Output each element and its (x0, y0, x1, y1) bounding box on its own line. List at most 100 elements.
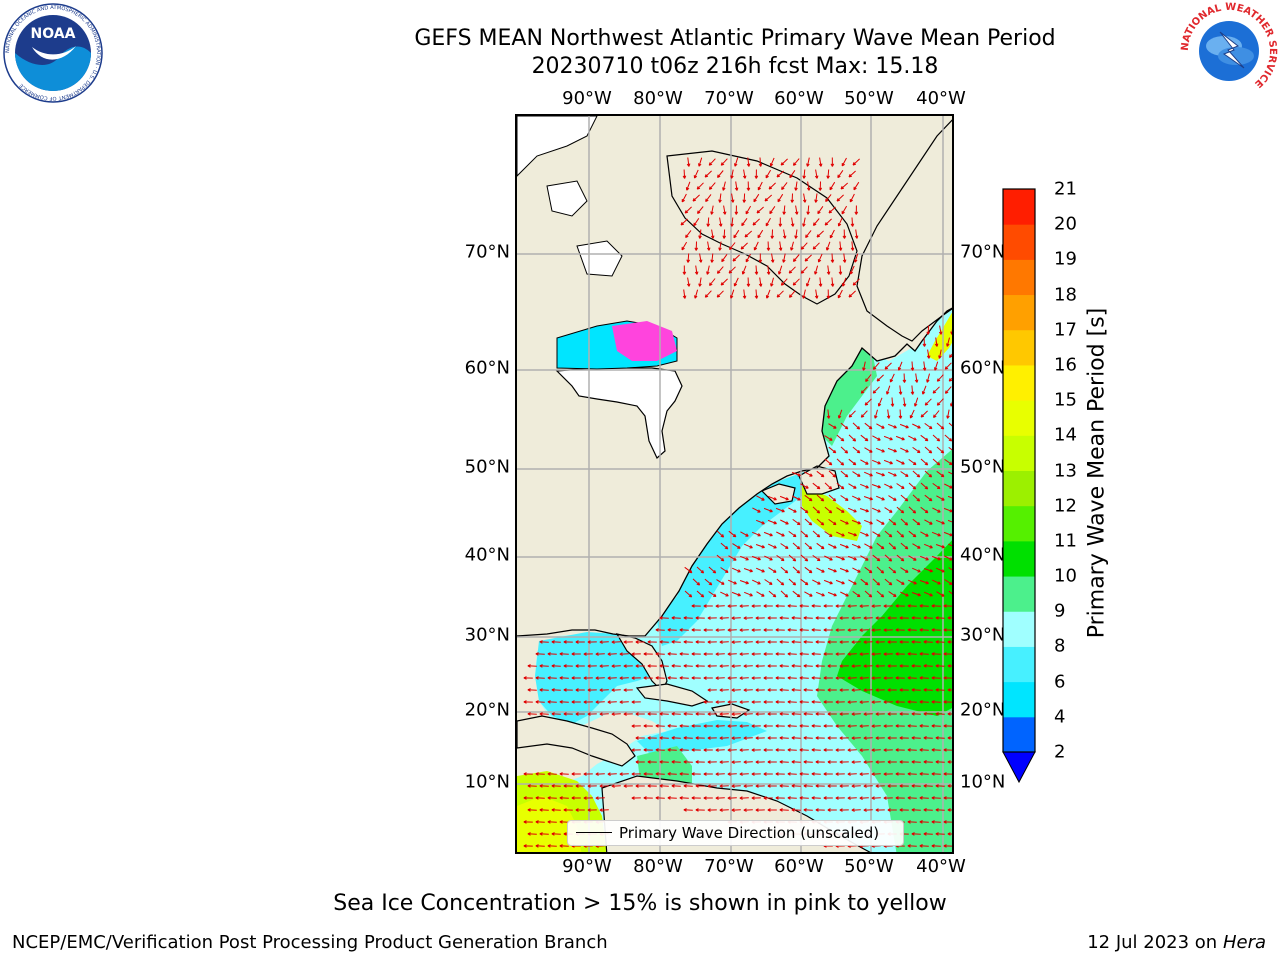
wave-arrow (947, 712, 952, 716)
colorbar (1002, 188, 1036, 784)
wave-arrow (823, 628, 833, 632)
wave-arrow (716, 290, 724, 298)
wave-arrow (872, 459, 881, 465)
wave-arrow (659, 736, 669, 740)
wave-arrow (703, 700, 713, 704)
wave-arrow (884, 530, 893, 538)
wave-arrow (695, 712, 705, 716)
wave-arrow (635, 760, 645, 764)
wave-arrow (692, 194, 700, 202)
wave-arrow (739, 604, 749, 608)
wave-arrow (823, 652, 833, 656)
wave-arrow (860, 434, 869, 442)
wave-arrow (804, 518, 813, 526)
wave-arrow (888, 518, 897, 526)
wave-arrow (836, 531, 845, 537)
wave-arrow (943, 772, 952, 776)
wave-arrow (647, 664, 657, 668)
wave-arrow (708, 182, 716, 190)
wave-arrow (682, 289, 687, 299)
wave-arrow (902, 373, 907, 383)
wave-arrow (539, 640, 549, 644)
wave-arrow (563, 712, 573, 716)
wave-arrow (763, 700, 773, 704)
wave-arrow (791, 760, 801, 764)
wave-arrow (896, 579, 905, 585)
wave-arrow (719, 664, 729, 668)
wave-arrow (839, 543, 849, 549)
wave-arrow (691, 724, 701, 728)
wave-arrow (859, 724, 869, 728)
wave-arrow (679, 796, 689, 800)
wave-arrow (775, 772, 785, 776)
wave-arrow (919, 580, 929, 585)
wave-arrow (887, 784, 897, 788)
wave-arrow (899, 808, 909, 812)
wave-arrow (826, 409, 831, 419)
wave-arrow (767, 616, 777, 620)
wave-arrow (814, 265, 819, 275)
wave-arrow (818, 277, 823, 287)
colorbar-swatch (1003, 259, 1035, 296)
wave-arrow (767, 712, 777, 716)
wave-arrow (947, 688, 952, 692)
wave-arrow (871, 628, 881, 632)
wave-arrow (836, 482, 845, 490)
wave-arrow (780, 543, 789, 549)
wave-arrow (912, 470, 921, 478)
wave-arrow (828, 470, 837, 478)
wave-arrow (769, 157, 775, 167)
wave-arrow (895, 700, 905, 704)
wave-arrow (920, 482, 929, 490)
wave-arrow (792, 158, 800, 166)
wave-arrow (719, 688, 729, 692)
wave-arrow (623, 784, 633, 788)
wave-arrow (788, 530, 797, 538)
wave-arrow (923, 808, 933, 812)
wave-arrow (667, 676, 677, 680)
wave-arrow (911, 784, 921, 788)
wave-arrow (848, 483, 857, 489)
wave-arrow (791, 712, 801, 716)
wave-arrow (823, 724, 833, 728)
wave-arrow (950, 328, 952, 335)
wave-arrow (563, 784, 573, 788)
wave-arrow (559, 676, 569, 680)
wave-arrow (647, 736, 657, 740)
wave-arrow (877, 397, 883, 407)
wave-arrow (911, 640, 921, 644)
wave-arrow (791, 808, 801, 812)
wave-arrow (835, 604, 845, 608)
wave-arrow (707, 784, 717, 788)
wave-arrow (792, 590, 801, 598)
wave-arrow (823, 796, 833, 800)
wave-arrow (883, 796, 893, 800)
wave-arrow (765, 289, 771, 299)
wave-arrow (779, 712, 789, 716)
wave-arrow (679, 748, 689, 752)
wave-arrow (680, 218, 688, 226)
wave-arrow (883, 676, 893, 680)
wave-arrow (932, 507, 941, 513)
wave-arrow (936, 422, 945, 430)
wave-arrow (745, 253, 751, 263)
wave-arrow (887, 616, 897, 620)
wave-arrow (840, 446, 849, 454)
wave-arrow (757, 229, 764, 239)
wave-arrow (693, 218, 700, 227)
wave-arrow (862, 361, 866, 371)
wave-arrow (864, 447, 873, 453)
wave-arrow (695, 784, 705, 788)
wave-arrow (911, 736, 921, 740)
wave-arrow (944, 386, 952, 394)
wave-arrow (683, 760, 693, 764)
wave-arrow (863, 736, 873, 740)
wave-arrow (825, 241, 831, 251)
wave-arrow (719, 760, 729, 764)
wave-arrow (847, 628, 857, 632)
wave-arrow (830, 277, 835, 287)
wave-arrow (816, 567, 825, 573)
wave-arrow (707, 640, 717, 644)
wave-arrow (787, 676, 797, 680)
wave-arrow (684, 206, 692, 214)
